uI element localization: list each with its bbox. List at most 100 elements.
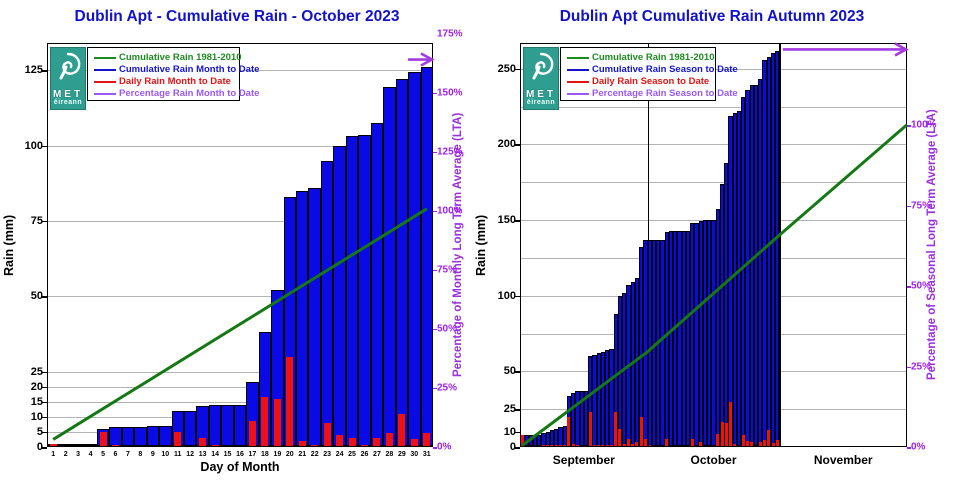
legend-swatch-line [567,92,589,95]
y2-tick-label: 50% [911,280,932,292]
legend-label: Cumulative Rain 1981-2010 [119,51,242,63]
legend-label: Percentage Rain Month to Date [119,87,260,99]
legend-swatch-line [567,68,589,71]
daily-bar [550,445,554,446]
y-tick-mark [42,145,47,147]
y-tick-mark [515,220,520,222]
legend-item: Percentage Rain Month to Date [94,88,259,99]
daily-bar [520,434,524,446]
daily-bar [423,433,431,446]
cumulative-bar [554,428,559,446]
x-tick-label: 10 [161,451,170,458]
x-tick-label: 24 [335,451,344,458]
y2-tick-mark [907,366,911,369]
daily-bar [575,445,579,446]
gridline [521,144,906,146]
daily-bar [99,431,107,446]
y-tick-label: 15 [30,395,43,408]
daily-bar [622,443,626,446]
cumulative-bar [600,351,606,446]
y2-tick-label: 50% [437,323,458,335]
chart-title-autumn: Dublin Apt Cumulative Rain Autumn 2023 [559,8,865,25]
logo-met-text: MET [525,89,557,100]
x-tick-label: 12 [186,451,195,458]
legend-label: Cumulative Rain 1981-2010 [592,51,715,63]
daily-bar [750,442,754,446]
cumulative-bar [673,230,678,446]
cumulative-bar [146,425,160,446]
x-tick-label: 11 [174,451,182,458]
daily-bar [601,445,605,446]
cumulative-bar [685,230,691,446]
cumulative-bar [694,223,699,446]
x-tick-label: 25 [348,451,356,458]
daily-bar [597,445,601,446]
daily-bar [631,443,635,446]
lta-line [521,123,908,447]
daily-bar [558,445,562,446]
y-tick-label: 0 [36,441,43,453]
daily-bar [410,439,418,446]
y2-tick-label: 0% [911,441,926,453]
y-tick-mark [42,70,47,72]
daily-bar [763,440,767,446]
y-tick-mark [42,371,47,374]
x-tick-label: 2 [63,451,68,458]
y-tick-label: 125 [24,64,43,77]
daily-bar [720,422,724,446]
x-tick-label: 30 [410,451,419,458]
y2-tick-mark [433,447,437,449]
daily-bar [758,442,762,446]
y-tick-label: 50 [30,290,43,303]
gridline [48,371,432,373]
y2-tick-label: 175% [437,28,463,40]
percentage-arrow [408,52,435,67]
percentage-axis-label-autumn: Percentage of Seasonal Long Term Average… [926,109,938,381]
legend-swatch-line [94,92,116,95]
daily-bar [592,445,596,446]
daily-bar [541,445,545,446]
daily-bar [248,421,256,446]
y-tick-label: 100 [497,289,516,302]
legend-item: Cumulative Rain Season to Date [567,64,738,75]
daily-bar [639,416,643,446]
y2-tick-mark [433,210,437,213]
chart-overlay [52,52,435,441]
gridline [48,386,432,388]
y-tick-label: 250 [497,62,516,75]
daily-bar [690,439,694,446]
y-tick-mark [42,431,47,434]
daily-bar [626,439,630,446]
y-tick-mark [515,144,520,146]
y2-tick-label: 100% [911,119,937,131]
cumulative-bar [753,84,759,446]
daily-bar [605,445,609,446]
x-tick-label: 18 [260,451,269,458]
y-tick-label: 0 [509,441,516,453]
legend-swatch-line [567,80,589,83]
daily-bar [348,437,356,446]
y-tick-mark [515,447,520,449]
met-eireann-logo-october: MET éireann [50,47,86,110]
y2-tick-mark [433,328,437,331]
cumulative-bar [159,425,172,446]
month-label: October [690,453,737,467]
daily-bar [571,443,575,446]
cumulative-bar [660,239,665,446]
y-tick-mark [42,220,47,223]
y-tick-label: 25 [503,403,516,416]
x-tick-label: 4 [88,451,93,458]
cumulative-bar [583,391,589,446]
logo-eireann-text: éireann [53,99,83,106]
y2-tick-label: 75% [911,200,932,212]
daily-bar [261,397,269,446]
daily-bar [174,431,182,446]
daily-bar [618,428,622,446]
daily-bar [111,444,119,446]
y2-tick-mark [433,92,437,95]
daily-bar [716,434,720,446]
x-tick-label: 31 [422,451,431,458]
daily-bar [746,440,750,446]
daily-bar [699,442,703,446]
y-tick-mark [515,371,520,373]
